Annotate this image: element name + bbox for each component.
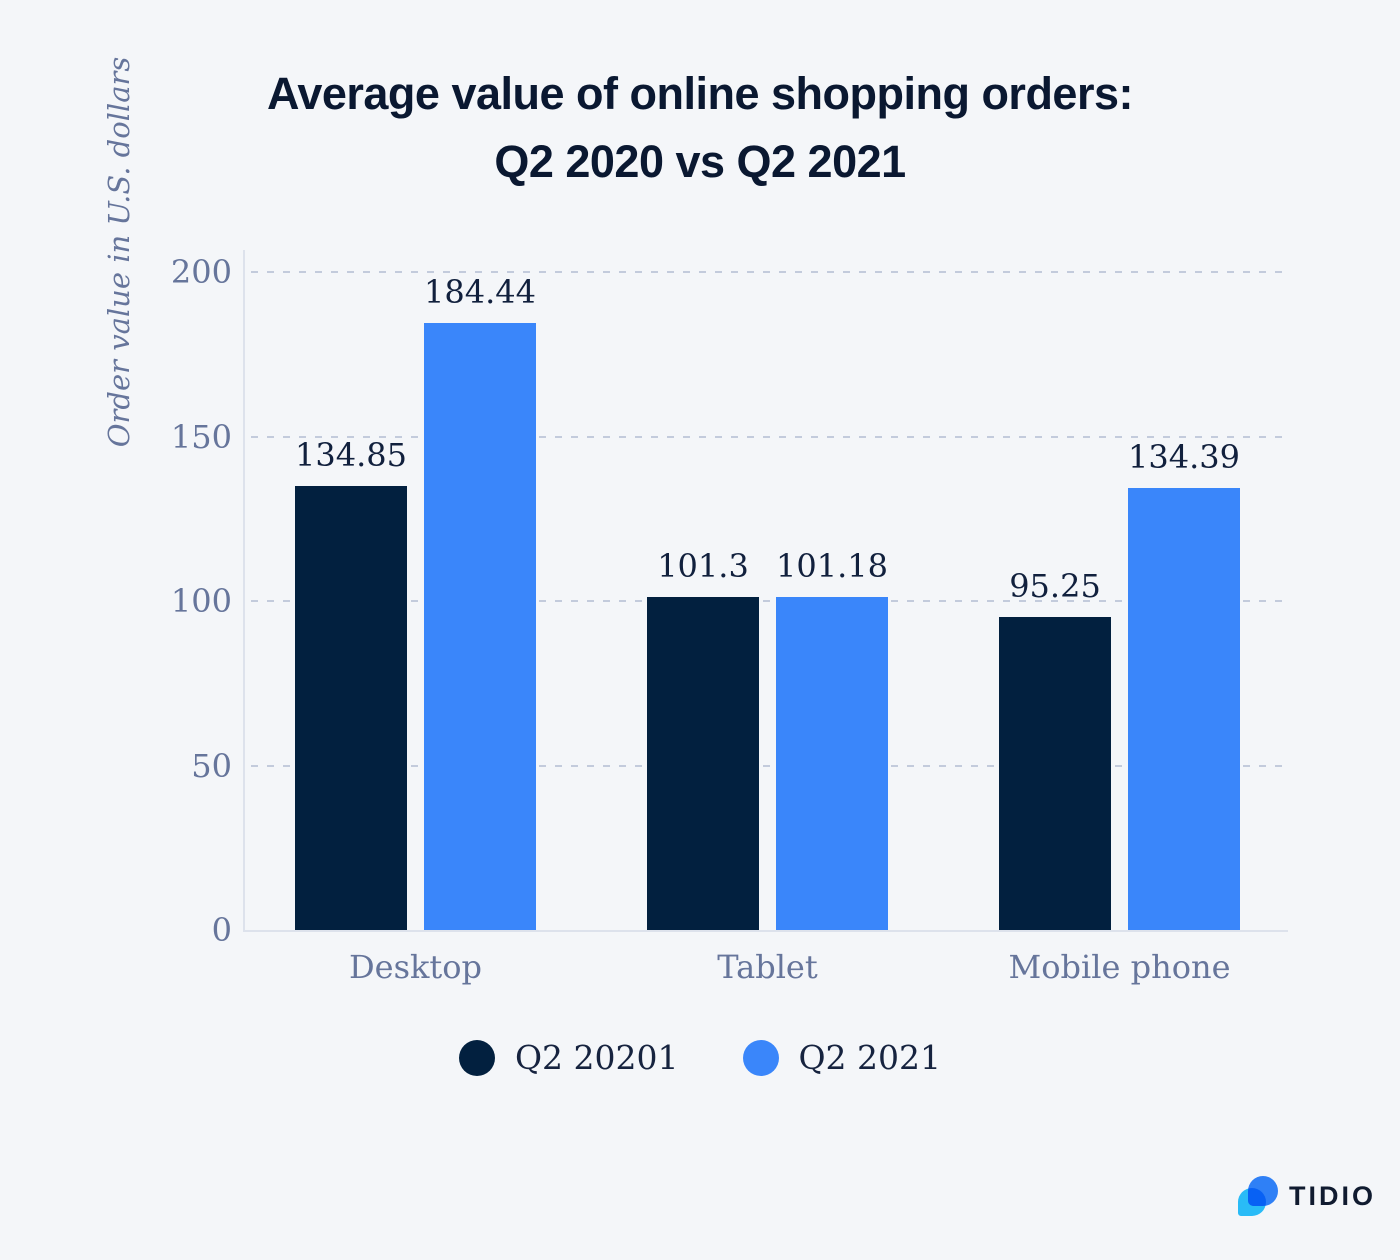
bar-q2-20201-mobile-phone (999, 616, 1111, 930)
chart-legend: Q2 20201 Q2 2021 (0, 1038, 1400, 1077)
bar-q2-2021-tablet (776, 597, 888, 930)
y-tick-label-0: 0 (211, 911, 232, 949)
legend-label-q2-2021: Q2 2021 (798, 1038, 942, 1077)
bar-value-q2-2021-tablet: 101.18 (776, 547, 888, 586)
bar-value-q2-2021-desktop: 184.44 (424, 273, 536, 312)
bar-value-q2-20201-mobile-phone: 95.25 (1009, 566, 1101, 605)
bar-value-q2-2021-mobile-phone: 134.39 (1128, 437, 1240, 476)
chart-title-line-1: Average value of online shopping orders: (267, 68, 1133, 119)
legend-label-q2-2020: Q2 20201 (514, 1038, 679, 1077)
y-tick-label-100: 100 (170, 582, 232, 620)
chart-title: Average value of online shopping orders:… (0, 60, 1400, 196)
legend-swatch-dark-circle-icon (458, 1039, 495, 1076)
chart-title-line-2: Q2 2020 vs Q2 2021 (494, 136, 906, 187)
tidio-logo: TIDIO (1238, 1174, 1376, 1218)
bar-q2-2021-desktop (424, 323, 536, 930)
x-category-label-mobile-phone: Mobile phone (1008, 948, 1231, 986)
legend-item-q2-2020: Q2 20201 (458, 1038, 679, 1077)
gridline-200 (251, 271, 1288, 273)
legend-item-q2-2021: Q2 2021 (742, 1038, 942, 1077)
tidio-wordmark: TIDIO (1289, 1180, 1376, 1211)
bar-q2-2021-mobile-phone (1128, 487, 1240, 930)
gridline-50 (251, 764, 1288, 767)
gridline-100 (251, 600, 1288, 602)
bar-q2-20201-tablet (647, 596, 759, 930)
gridline-150 (251, 435, 1288, 438)
y-tick-label-200: 200 (170, 253, 232, 291)
bar-q2-20201-desktop (295, 486, 407, 930)
legend-swatch-blue-circle-icon (742, 1039, 779, 1076)
bar-value-q2-20201-desktop: 134.85 (295, 436, 407, 475)
plot-area: 134.85 101.3 95.25 184.44 101.18 134.39 Deskto… (243, 250, 1288, 986)
tidio-bubble-cyan-icon (1238, 1188, 1266, 1216)
bar-value-q2-20201-tablet: 101.3 (657, 546, 749, 585)
x-category-label-desktop: Desktop (348, 948, 482, 986)
tidio-logo-mark-icon (1238, 1174, 1278, 1218)
y-axis-title: Order value in U.S. dollars (102, 56, 136, 448)
y-tick-label-150: 150 (170, 417, 232, 456)
y-tick-label-50: 50 (191, 746, 232, 785)
x-category-label-tablet: Tablet (717, 948, 818, 986)
